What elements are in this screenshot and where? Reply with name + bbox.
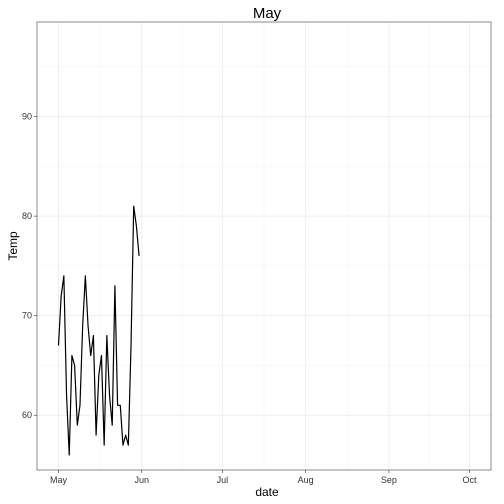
series-layer [57,205,140,456]
x-axis-title: date [255,485,279,499]
y-tick-label: 90 [22,112,32,122]
plot-panel-border [36,21,492,471]
x-tick-label: Jul [217,475,229,485]
x-tick-label: Aug [298,475,314,485]
y-tick-label: 70 [22,311,32,321]
grid [37,22,491,470]
x-tick-label: Jun [135,475,150,485]
x-tick-label: Oct [463,475,478,485]
y-axis-title: Temp [6,231,20,261]
y-tick-label: 80 [22,211,32,221]
x-tick-label: Sep [381,475,397,485]
axes: May Jun Jul Aug Sep Oct 60 70 80 90 [22,112,477,485]
y-tick-label: 60 [22,410,32,420]
chart-title: May [253,5,282,22]
temp-series-line [57,205,140,456]
x-tick-label: May [50,475,68,485]
